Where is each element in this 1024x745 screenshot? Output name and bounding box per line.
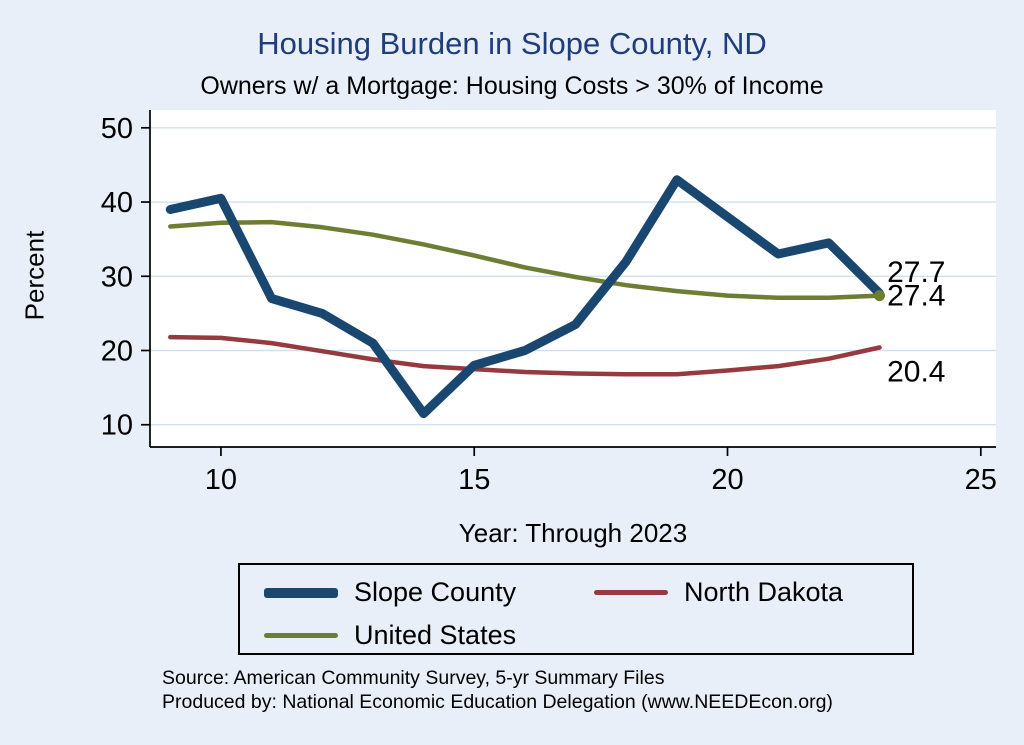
line-north-dakota: [168, 334, 882, 377]
end-marker-united-states: [873, 290, 885, 302]
legend-item-united-states: United States: [264, 620, 594, 651]
chart-subtitle: Owners w/ a Mortgage: Housing Costs > 30…: [200, 72, 824, 100]
legend-swatch-north-dakota: [594, 590, 668, 595]
x-tick-label: 25: [965, 464, 997, 496]
line-slope-county: [165, 175, 884, 419]
legend-label-slope-county: Slope County: [354, 577, 517, 607]
source-note: Source: American Community Survey, 5-yr …: [162, 666, 833, 714]
y-tick-label: 30: [101, 261, 133, 293]
legend-box: Slope County North Dakota United States: [238, 563, 914, 655]
source-line-1: Source: American Community Survey, 5-yr …: [162, 667, 665, 689]
line-united-states: [168, 219, 882, 301]
legend-item-north-dakota: North Dakota: [594, 577, 912, 608]
chart-title: Housing Burden in Slope County, ND: [257, 26, 767, 61]
x-tick-label: 10: [205, 464, 237, 496]
y-tick-label: 40: [101, 187, 133, 219]
line-chart: 10 20 30 40 50 10 15 20 25 27.4 20.4 27.7: [101, 110, 997, 496]
source-line-2: Produced by: National Economic Education…: [162, 691, 833, 713]
legend-label-united-states: United States: [354, 620, 517, 650]
y-axis-title: Percent: [19, 230, 50, 321]
legend-swatch-slope-county: [264, 587, 338, 598]
legend-label-north-dakota: North Dakota: [684, 577, 844, 607]
x-tick-label: 20: [711, 464, 743, 496]
end-label-united-states: 27.4: [887, 280, 945, 313]
y-tick-label: 10: [101, 410, 133, 442]
legend-item-slope-county: Slope County: [264, 577, 594, 608]
x-tick-label: 15: [458, 464, 490, 496]
y-tick-label: 20: [101, 336, 133, 368]
y-tick-label: 50: [101, 113, 133, 145]
legend-swatch-united-states: [264, 633, 338, 638]
end-label-slope-county: 27.7: [887, 256, 945, 289]
x-axis-title: Year: Through 2023: [458, 518, 688, 548]
legend-grid: Slope County North Dakota United States: [264, 577, 912, 651]
end-label-north-dakota: 20.4: [887, 355, 945, 388]
